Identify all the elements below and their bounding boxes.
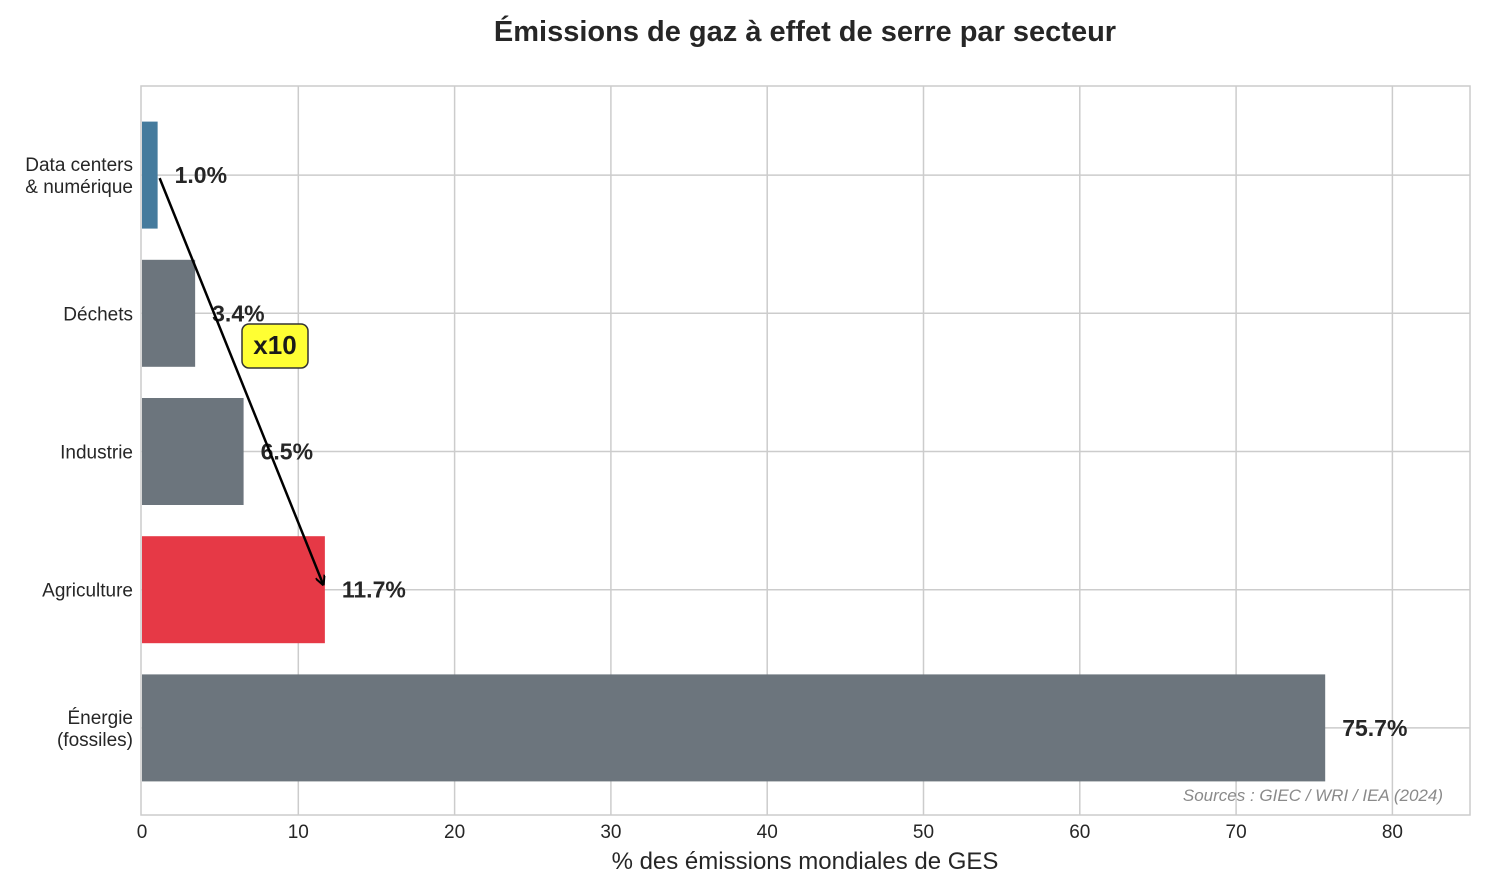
source-note: Sources : GIEC / WRI / IEA (2024) xyxy=(1183,786,1443,805)
bar xyxy=(142,674,1326,782)
x-tick-label: 20 xyxy=(444,822,465,843)
bar-value-label: 3.4% xyxy=(212,300,264,326)
x-tick-labels: 0 10 20 30 40 50 60 70 80 xyxy=(137,822,1403,843)
bar xyxy=(142,259,196,367)
category-label: Énergie (fossiles) xyxy=(57,708,133,751)
x-axis-label: % des émissions mondiales de GES xyxy=(612,848,999,875)
x-tick-label: 0 xyxy=(137,822,148,843)
x-tick-label: 50 xyxy=(913,822,934,843)
x-tick-label: 70 xyxy=(1226,822,1247,843)
chart-title: Émissions de gaz à effet de serre par se… xyxy=(494,14,1116,48)
category-label: Déchets xyxy=(63,304,133,325)
category-label: Agriculture xyxy=(42,581,133,602)
annotation: x10 xyxy=(158,177,323,584)
annotation-label: x10 xyxy=(253,330,296,360)
bars xyxy=(142,121,1326,782)
category-labels: Data centers & numérique Déchets Industrie A… xyxy=(25,155,133,751)
bar xyxy=(142,121,158,229)
x-tick-label: 10 xyxy=(288,822,309,843)
category-label: Data centers & numérique xyxy=(25,155,133,198)
annotation-box xyxy=(241,323,309,369)
x-tick-label: 30 xyxy=(600,822,621,843)
category-label: Industrie xyxy=(60,443,133,464)
bar-value-label: 11.7% xyxy=(342,577,406,603)
data-labels: 1.0%3.4%6.5%11.7%75.7% xyxy=(175,162,1408,741)
bar-value-label: 1.0% xyxy=(175,162,227,188)
bar xyxy=(142,536,325,644)
bar-value-label: 75.7% xyxy=(1342,715,1407,741)
x-tick-label: 60 xyxy=(1069,822,1090,843)
annotation-arrow xyxy=(158,177,323,584)
x-tick-label: 80 xyxy=(1382,822,1403,843)
bar xyxy=(142,398,244,505)
x-tick-label: 40 xyxy=(757,822,778,843)
